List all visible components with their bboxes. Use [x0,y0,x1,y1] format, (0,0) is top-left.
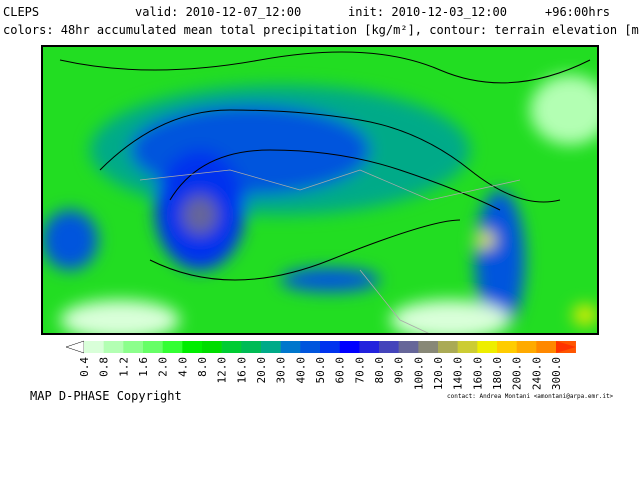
legend-label: 100.0 [412,357,425,390]
legend-swatch [261,341,281,353]
model-name: CLEPS [3,5,39,19]
legend-swatch [398,341,419,353]
map [42,46,598,334]
legend-label: 40.0 [294,357,307,384]
legend-below [65,340,85,354]
legend-swatch [182,341,203,353]
legend-swatch [103,341,124,353]
legend-swatch [202,341,222,353]
legend-swatch [123,341,144,353]
legend-swatch [339,341,360,353]
legend-swatch [438,341,458,353]
legend-label: 240.0 [530,357,543,390]
description: colors: 48hr accumulated mean total prec… [3,23,640,37]
legend-label: 60.0 [334,357,347,384]
valid-time: valid: 2010-12-07_12:00 [135,5,301,19]
map-frame [41,45,599,335]
init-time: init: 2010-12-03_12:00 [348,5,507,19]
color-legend: 0.4 0.8 1.2 1.6 2.0 4.0 8.0 12.0 16.0 20.0 30.0 40.… [65,340,576,390]
legend-label: 300.0 [550,357,563,390]
legend-label: 140.0 [452,357,465,390]
legend-above [556,341,576,353]
legend-label: 1.2 [117,357,130,377]
legend-swatch [477,341,498,353]
legend-label: 90.0 [393,357,406,384]
legend-swatch [379,341,399,353]
legend-label: 1.6 [137,357,150,377]
legend-swatch [300,341,321,353]
legend-label: 30.0 [275,357,288,384]
legend-swatch [457,341,478,353]
legend-label: 50.0 [314,357,327,384]
legend-swatch [221,341,242,353]
legend-label: 20.0 [255,357,268,384]
legend-label: 160.0 [471,357,484,390]
lead-time: +96:00hrs [545,5,610,19]
legend-swatch [516,341,537,353]
legend-label: 8.0 [196,357,209,377]
legend-swatch [84,341,104,353]
legend-label: 70.0 [353,357,366,384]
legend-label: 200.0 [511,357,524,390]
legend-label: 0.4 [78,357,91,377]
legend-label: 180.0 [491,357,504,390]
legend-label: 80.0 [373,357,386,384]
legend-label: 2.0 [157,357,170,377]
legend-swatch [143,341,163,353]
legend-swatch [536,341,557,353]
legend-swatch [280,341,301,353]
legend-swatch [320,341,340,353]
legend-label: 120.0 [432,357,445,390]
legend-label: 4.0 [176,357,189,377]
legend-swatch [162,341,183,353]
legend-label: 16.0 [235,357,248,384]
legend-swatch [359,341,380,353]
legend-label: 0.8 [98,357,111,377]
legend-label: 12.0 [216,357,229,384]
copyright: MAP D-PHASE Copyright [30,389,182,403]
contact: contact: Andrea Montani <amontani@arpa.e… [447,393,614,400]
legend-swatch [241,341,262,353]
legend-swatch [497,341,517,353]
legend-swatch [418,341,439,353]
